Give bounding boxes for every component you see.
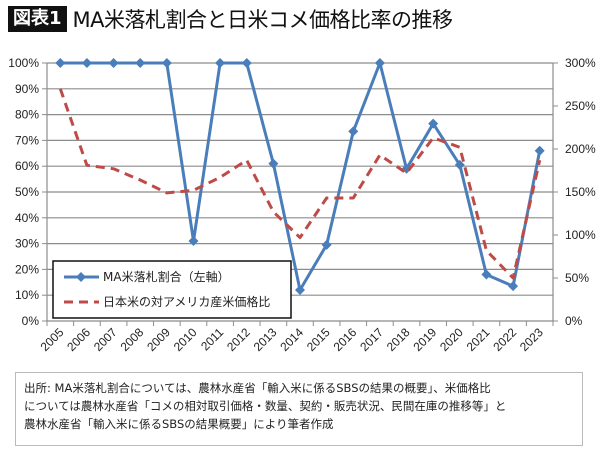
right-tick-label: 100%: [565, 228, 596, 242]
data-point-diamond: [534, 145, 545, 156]
x-tick-label: 2012: [224, 325, 253, 354]
legend-label-ma: MA米落札割合（左軸）: [103, 269, 230, 284]
left-tick-label: 40%: [15, 211, 39, 225]
data-point-diamond: [508, 281, 519, 292]
x-tick-label: 2019: [410, 325, 439, 354]
data-point-diamond: [188, 236, 199, 247]
x-tick-label: 2005: [38, 325, 67, 354]
source-note: 出所: MA米落札割合については、農林水産省「輸入米に係るSBSの結果の概要」、…: [15, 372, 583, 446]
data-point-diamond: [374, 58, 385, 68]
series-group: [55, 58, 545, 296]
x-tick-label: 2015: [304, 325, 333, 354]
data-point-diamond: [81, 58, 92, 68]
data-point-diamond: [161, 58, 172, 68]
right-tick-label: 300%: [565, 56, 596, 70]
left-axis-ticks: 0% 10% 20% 30% 40% 50% 60% 70% 80% 90% 100%: [8, 56, 47, 328]
gridlines: [47, 62, 553, 296]
series-line-price-ratio: [58, 88, 542, 280]
legend: MA米落札割合（左軸） 日本米の対アメリカ産米価格比: [52, 260, 292, 319]
title-text: MA米落札割合と日米コメ価格比率の推移: [72, 8, 453, 32]
source-line-1: 出所: MA米落札割合については、農林水産省「輸入米に係るSBSの結果の概要」、…: [24, 381, 491, 395]
data-point-diamond: [268, 158, 279, 169]
right-tick-label: 200%: [565, 142, 596, 156]
left-tick-label: 20%: [15, 262, 39, 276]
left-tick-label: 0%: [22, 314, 40, 328]
source-line-2: については農林水産省「コメの相対取引価格・数量、契約・販売状況、民間在庫の推移等…: [24, 399, 507, 413]
right-tick-label: 150%: [565, 185, 596, 199]
data-point-diamond: [215, 58, 226, 68]
left-tick-label: 50%: [15, 185, 39, 199]
x-tick-label: 2008: [118, 325, 147, 354]
right-tick-label: 50%: [565, 271, 589, 285]
x-tick-label: 2006: [64, 325, 93, 354]
line-chart: 0% 10% 20% 30% 40% 50% 60% 70% 80% 90% 100% 0% 50% 1…: [8, 56, 596, 354]
source-line-3: 農林水産省「輸入米に係るSBSの結果概要」により筆者作成: [24, 417, 334, 431]
right-axis-ticks: 0% 50% 100% 150% 200% 250% 300%: [553, 56, 596, 328]
left-tick-label: 100%: [8, 56, 39, 70]
x-tick-label: 2022: [490, 325, 519, 354]
x-tick-label: 2023: [517, 325, 546, 354]
legend-marker-diamond: [76, 272, 86, 282]
legend-label-ratio: 日本米の対アメリカ産米価格比: [103, 294, 270, 309]
data-point-diamond: [295, 285, 305, 296]
left-tick-label: 80%: [15, 108, 39, 122]
data-point-diamond: [241, 58, 252, 68]
x-tick-label: 2014: [277, 325, 306, 354]
x-axis-ticks: 2005200620072008200920102011201220132014…: [38, 321, 554, 354]
x-tick-label: 2021: [464, 325, 493, 354]
legend-box: [52, 260, 292, 319]
left-tick-label: 70%: [15, 133, 39, 147]
left-tick-label: 60%: [15, 159, 39, 173]
right-tick-label: 0%: [565, 314, 583, 328]
data-point-diamond: [321, 239, 332, 250]
left-tick-label: 10%: [15, 288, 39, 302]
x-tick-label: 2010: [171, 325, 200, 354]
x-tick-label: 2017: [357, 325, 386, 354]
x-tick-label: 2011: [198, 325, 226, 353]
x-tick-label: 2018: [384, 325, 413, 354]
figure-badge: 図表1: [8, 6, 67, 32]
data-point-diamond: [108, 58, 119, 68]
data-point-diamond: [55, 58, 66, 68]
left-tick-label: 90%: [15, 82, 39, 96]
x-tick-label: 2007: [91, 325, 120, 354]
x-tick-label: 2009: [144, 325, 173, 354]
x-tick-label: 2016: [331, 325, 360, 354]
data-point-diamond: [454, 159, 465, 170]
data-point-diamond: [348, 126, 359, 137]
data-point-diamond: [135, 58, 146, 68]
left-tick-label: 30%: [15, 237, 39, 251]
right-tick-label: 250%: [565, 99, 596, 113]
chart-title: 図表1 MA米落札割合と日米コメ価格比率の推移: [8, 4, 453, 34]
data-point-diamond: [428, 118, 439, 129]
x-tick-label: 2020: [437, 325, 466, 354]
data-point-diamond: [481, 269, 492, 280]
x-tick-label: 2013: [251, 325, 280, 354]
